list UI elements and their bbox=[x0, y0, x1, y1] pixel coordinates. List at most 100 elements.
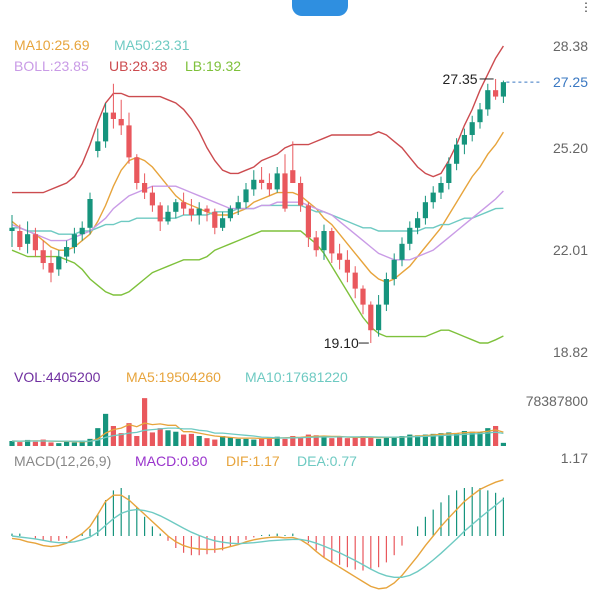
candle-body bbox=[282, 173, 288, 209]
candle-body bbox=[95, 141, 101, 151]
volume-bar bbox=[79, 440, 85, 446]
volume-bar bbox=[40, 439, 46, 446]
volume-bar bbox=[274, 436, 280, 446]
legend-ma50: MA50:23.31 bbox=[114, 37, 190, 53]
volume-bar bbox=[430, 433, 436, 446]
legend-dea: DEA:0.77 bbox=[297, 453, 357, 469]
volume-bar bbox=[290, 435, 296, 446]
volume-bar bbox=[422, 434, 428, 446]
volume-bar bbox=[282, 438, 288, 446]
candle-body bbox=[438, 182, 444, 193]
volume-bar bbox=[399, 435, 405, 446]
price-tick-label: 18.82 bbox=[553, 344, 588, 360]
last-price-label: 27.25 bbox=[553, 74, 588, 90]
volume-bar bbox=[243, 438, 249, 446]
candle-body bbox=[103, 112, 109, 142]
candle-body bbox=[220, 218, 226, 228]
volume-bar bbox=[48, 442, 54, 446]
volume-bar bbox=[235, 438, 241, 446]
volume-bar bbox=[383, 437, 389, 446]
volume-bar bbox=[368, 437, 374, 446]
candle-body bbox=[298, 182, 304, 206]
volume-bar bbox=[352, 437, 358, 446]
candle-body bbox=[157, 205, 163, 222]
overflow-menu-icon[interactable]: ⋮ bbox=[580, 0, 592, 14]
candle-body bbox=[469, 122, 475, 135]
candle-body bbox=[407, 227, 413, 244]
min-price-label: 19.10 bbox=[324, 335, 359, 351]
macd-line-dif bbox=[11, 479, 504, 590]
candle-body bbox=[415, 218, 421, 228]
volume-bar bbox=[337, 437, 343, 446]
price-line-lb bbox=[11, 230, 504, 344]
volume-bar bbox=[469, 431, 475, 446]
candle-body bbox=[352, 272, 358, 289]
candle-body bbox=[149, 192, 155, 206]
legend-ub: UB:28.38 bbox=[109, 58, 168, 74]
candle-body bbox=[9, 227, 15, 232]
volume-bar bbox=[407, 434, 413, 446]
candle-body bbox=[329, 231, 335, 254]
candle-body bbox=[321, 231, 327, 251]
candle-body bbox=[32, 234, 38, 251]
volume-bar bbox=[103, 413, 109, 446]
volume-bar bbox=[118, 433, 124, 446]
max-price-label: 27.35 bbox=[443, 71, 478, 87]
legend-macd-title: MACD(12,26,9) bbox=[14, 453, 111, 469]
volume-bar bbox=[157, 428, 163, 446]
volume-bar bbox=[126, 423, 132, 446]
candle-body bbox=[181, 202, 187, 209]
candle-body bbox=[305, 205, 311, 238]
legend-lb: LB:19.32 bbox=[185, 58, 241, 74]
volume-bar bbox=[500, 442, 506, 446]
top-tab-handle[interactable] bbox=[292, 0, 348, 16]
candle-body bbox=[87, 199, 93, 228]
candle-body bbox=[17, 231, 23, 248]
volume-bar bbox=[391, 436, 397, 446]
volume-bar bbox=[142, 398, 148, 446]
volume-bar bbox=[298, 437, 304, 446]
price-line-ma50 bbox=[12, 204, 504, 235]
candle-body bbox=[266, 182, 272, 190]
legend-boll: BOLL:23.85 bbox=[14, 58, 89, 74]
candle-body bbox=[422, 202, 428, 219]
candle-body bbox=[399, 243, 405, 260]
volume-bar bbox=[438, 433, 444, 446]
volume-tick-label: 78387800 bbox=[526, 393, 589, 409]
volume-bar bbox=[17, 442, 23, 446]
candle-body bbox=[196, 208, 202, 216]
volume-bar bbox=[415, 435, 421, 446]
volume-bar bbox=[165, 430, 171, 446]
candle-body bbox=[71, 234, 77, 248]
candle-body bbox=[274, 173, 280, 190]
volume-bar bbox=[259, 438, 265, 446]
candle-body bbox=[118, 118, 124, 126]
candle-body bbox=[25, 234, 31, 244]
price-panel: 28.38 25.20 22.01 18.82 27.35 19.10 27.25 bbox=[9, 38, 588, 360]
price-tick-label: 22.01 bbox=[553, 242, 588, 258]
volume-bar bbox=[454, 433, 460, 446]
volume-bar bbox=[227, 437, 233, 446]
volume-bar bbox=[87, 438, 93, 446]
candle-body bbox=[251, 179, 257, 190]
candle-body bbox=[235, 202, 241, 209]
candle-body bbox=[259, 179, 265, 183]
candle-body bbox=[56, 256, 62, 270]
candle-body bbox=[493, 90, 499, 97]
macd-line-dea bbox=[11, 498, 504, 578]
volume-bar bbox=[360, 435, 366, 446]
candle-body bbox=[204, 208, 210, 212]
macd-panel: 1.17 bbox=[11, 450, 588, 590]
volume-bar bbox=[461, 430, 467, 446]
volume-bar bbox=[344, 438, 350, 446]
volume-bar bbox=[196, 435, 202, 446]
candle-body bbox=[454, 144, 460, 164]
candle-body bbox=[391, 259, 397, 280]
candle-body bbox=[165, 211, 171, 222]
candle-body bbox=[227, 208, 233, 219]
volume-bar bbox=[212, 439, 218, 446]
volume-bar bbox=[64, 441, 70, 446]
volume-bar bbox=[56, 443, 62, 446]
volume-bar bbox=[493, 425, 499, 446]
